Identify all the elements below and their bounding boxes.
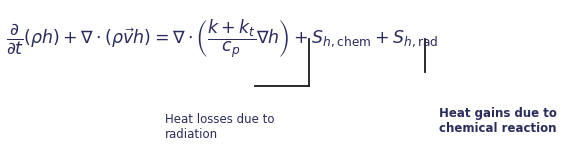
Text: $\dfrac{\partial}{\partial t}(\rho h) + \nabla \cdot (\rho \vec{v} h) = \nabla \: $\dfrac{\partial}{\partial t}(\rho h) + … [6,17,439,60]
Text: Heat losses due to
radiation: Heat losses due to radiation [165,113,275,141]
Text: Heat gains due to
chemical reaction: Heat gains due to chemical reaction [439,107,557,135]
